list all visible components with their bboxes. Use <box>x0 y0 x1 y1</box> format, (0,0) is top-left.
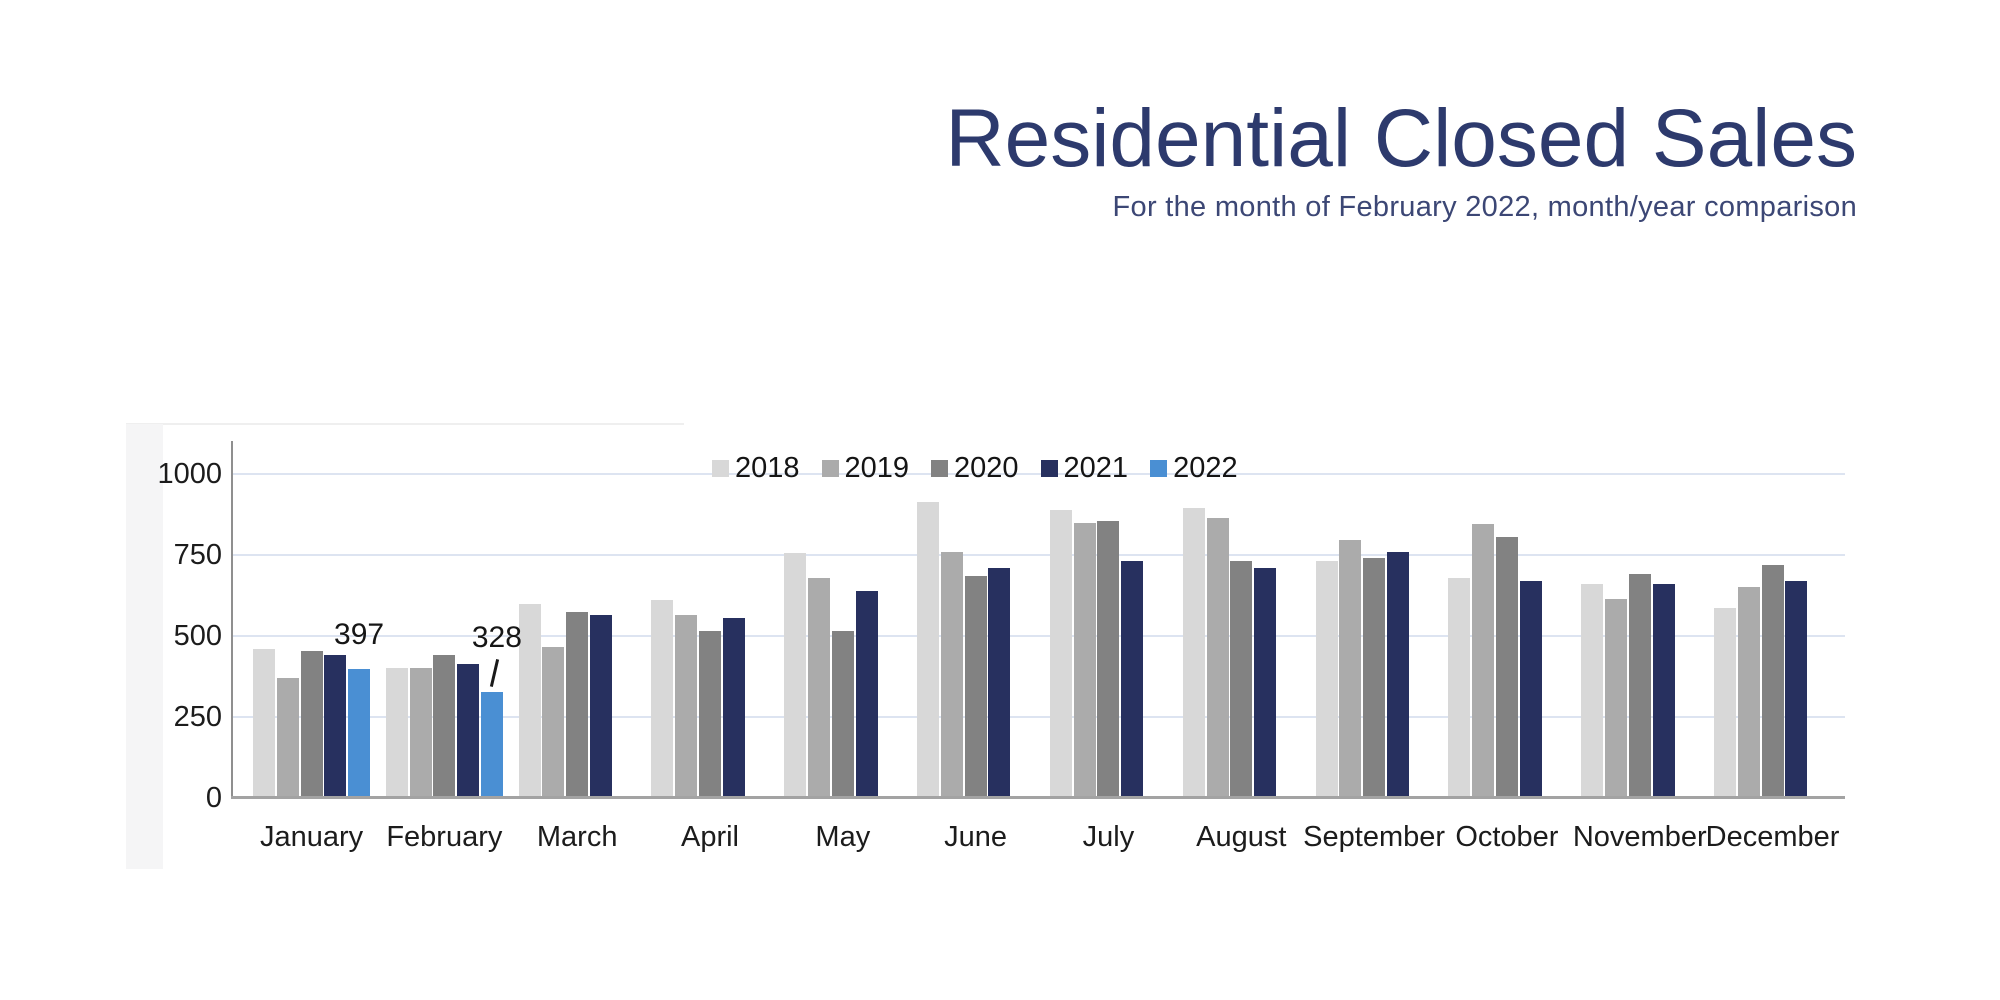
chart-title: Residential Closed Sales <box>945 93 1857 184</box>
legend-item-2019: 2019 <box>821 452 910 484</box>
bar-2021-december <box>1785 580 1808 797</box>
x-axis-label-may: May <box>815 821 871 853</box>
gridline <box>231 716 1845 718</box>
bar-2021-april <box>722 618 745 797</box>
bar-2018-december <box>1714 608 1737 797</box>
bar-2021-may <box>855 590 878 797</box>
y-axis-tick-label: 0 <box>205 782 222 814</box>
bar-2019-july <box>1073 522 1096 797</box>
bar-2018-november <box>1581 584 1604 797</box>
bar-2020-august <box>1230 561 1253 797</box>
legend-swatch-2019 <box>821 459 839 477</box>
bar-2019-june <box>940 551 963 797</box>
x-axis-label-november: November <box>1572 821 1707 853</box>
y-axis-tick-label: 500 <box>173 620 222 652</box>
y-axis-line <box>231 441 233 798</box>
x-axis-label-august: August <box>1196 821 1287 853</box>
bar-2020-april <box>699 631 721 797</box>
x-axis-label-september: September <box>1303 821 1446 853</box>
legend-item-2022: 2022 <box>1150 452 1238 484</box>
bar-2020-june <box>964 576 987 797</box>
x-axis-label-april: April <box>680 821 739 853</box>
bar-2018-october <box>1448 577 1471 797</box>
bar-2021-january <box>324 655 347 797</box>
bar-2018-june <box>917 501 940 797</box>
bar-2020-january <box>300 650 323 797</box>
x-axis-label-december: December <box>1705 821 1840 853</box>
x-axis-label-july: July <box>1082 821 1135 853</box>
x-axis-label-february: February <box>386 821 503 853</box>
bar-2018-august <box>1182 508 1205 797</box>
bar-2018-february <box>385 668 408 797</box>
y-axis-tick-label: 750 <box>173 539 222 571</box>
x-axis-line <box>231 796 1845 799</box>
legend-label-2020: 2020 <box>954 452 1019 484</box>
bar-2019-december <box>1737 587 1760 797</box>
bar-2019-april <box>675 614 698 797</box>
bar-2019-september <box>1339 540 1362 797</box>
bar-2018-april <box>651 600 674 797</box>
bar-2021-september <box>1386 551 1409 797</box>
legend-item-2018: 2018 <box>712 452 800 484</box>
bar-2021-february <box>457 663 480 797</box>
bar-2020-july <box>1097 520 1120 797</box>
bar-2018-september <box>1315 561 1338 797</box>
bar-2018-march <box>518 603 541 797</box>
bar-2019-october <box>1472 524 1495 797</box>
x-axis-label-october: October <box>1455 821 1559 853</box>
bar-2022-january <box>348 669 371 797</box>
legend-swatch-2021 <box>1040 459 1058 477</box>
legend-swatch-2022 <box>1150 459 1168 477</box>
bar-2020-may <box>831 631 854 797</box>
legend-swatch-2018 <box>712 459 729 477</box>
legend-label-2018: 2018 <box>735 452 800 484</box>
legend-label-2019: 2019 <box>844 452 910 484</box>
bar-2019-january <box>276 678 299 797</box>
bar-2022-february <box>480 691 503 797</box>
bar-2018-july <box>1049 509 1072 797</box>
y-axis-tick-label: 1000 <box>157 458 222 490</box>
bar-2020-december <box>1761 564 1784 797</box>
legend-swatch-2020 <box>931 459 949 477</box>
bar-2019-march <box>542 647 565 797</box>
y-axis-tick-label: 250 <box>173 701 222 733</box>
bar-2021-august <box>1254 567 1277 797</box>
bar-2019-may <box>808 577 831 797</box>
x-axis-label-june: June <box>944 821 1008 853</box>
x-axis-label-january: January <box>259 821 364 853</box>
legend-item-2020: 2020 <box>931 452 1019 484</box>
bar-2020-october <box>1495 537 1518 797</box>
backdrop-left-edge <box>126 424 163 869</box>
header: Residential Closed Sales For the month o… <box>945 96 1857 224</box>
bar-2020-march <box>566 611 589 797</box>
bar-2019-august <box>1206 517 1229 797</box>
bar-2018-january <box>253 648 275 797</box>
bar-2021-july <box>1121 561 1144 797</box>
value-label-2022-january: 397 <box>334 618 385 652</box>
bar-2021-june <box>988 567 1011 797</box>
leader-line-february <box>489 658 500 687</box>
bar-2019-november <box>1604 598 1627 797</box>
bar-2020-february <box>433 655 456 797</box>
gridline <box>231 473 1845 475</box>
chart-subtitle: For the month of February 2022, month/ye… <box>1112 191 1857 223</box>
bar-2021-november <box>1652 584 1675 797</box>
bar-2019-february <box>409 668 432 797</box>
bar-2021-march <box>589 614 612 797</box>
bar-2020-september <box>1363 558 1386 797</box>
legend: 2018 2019 2020 2021 2022 <box>712 452 1260 484</box>
gridline <box>231 635 1845 637</box>
x-axis-label-march: March <box>536 821 618 853</box>
legend-item-2021: 2021 <box>1040 452 1129 484</box>
bar-2020-november <box>1628 574 1651 797</box>
gridline <box>231 554 1845 556</box>
bar-2021-october <box>1519 580 1542 797</box>
legend-label-2021: 2021 <box>1063 452 1129 484</box>
bar-2018-may <box>784 553 807 797</box>
backdrop-top-edge <box>126 423 684 425</box>
legend-label-2022: 2022 <box>1173 452 1238 484</box>
value-label-2022-february: 328 <box>471 620 522 654</box>
